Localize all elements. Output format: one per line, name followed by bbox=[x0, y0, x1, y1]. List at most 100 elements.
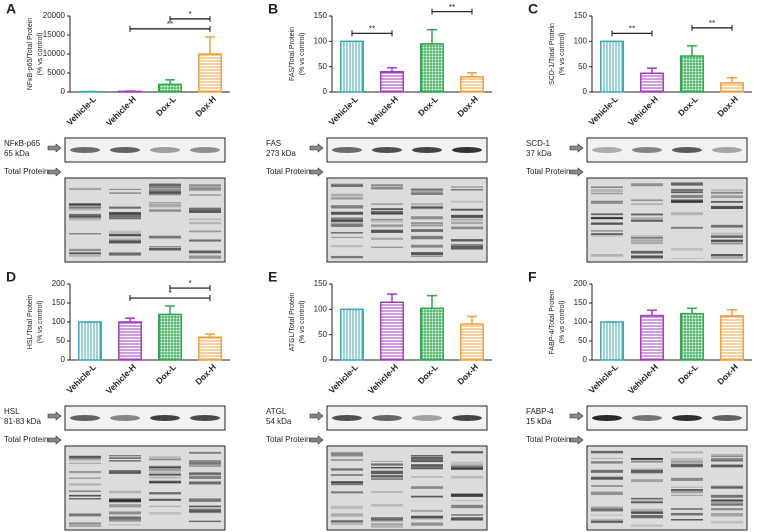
blot-label: SCD-1 bbox=[526, 139, 551, 148]
protein-band bbox=[631, 500, 663, 504]
protein-band bbox=[671, 489, 703, 494]
protein-band bbox=[149, 498, 181, 501]
arrow bbox=[47, 143, 62, 153]
blot-band bbox=[190, 147, 220, 153]
protein-band bbox=[631, 219, 663, 222]
blot-band bbox=[332, 415, 362, 421]
y-tick-label: 5000 bbox=[47, 68, 65, 77]
protein-band bbox=[149, 183, 181, 186]
y-tick-label: 100 bbox=[574, 36, 588, 45]
protein-band bbox=[671, 460, 703, 464]
y-axis-label: FAS/Total Protein bbox=[289, 27, 296, 81]
protein-band bbox=[331, 482, 363, 485]
protein-band bbox=[451, 465, 483, 470]
protein-band bbox=[591, 188, 623, 191]
protein-band bbox=[591, 491, 623, 495]
protein-band bbox=[109, 471, 141, 474]
error-bar bbox=[687, 45, 697, 57]
bar bbox=[460, 76, 484, 93]
protein-band bbox=[711, 232, 743, 236]
protein-band bbox=[671, 226, 703, 229]
x-tick-label: Vehicle-L bbox=[587, 362, 620, 395]
y-tick-label: 150 bbox=[574, 11, 588, 20]
protein-band bbox=[109, 206, 141, 209]
protein-band bbox=[189, 255, 221, 259]
error-bar bbox=[647, 309, 657, 316]
protein-band bbox=[371, 229, 403, 233]
y-axis-sublabel: (% vs control) bbox=[559, 301, 566, 344]
protein-band bbox=[631, 501, 663, 504]
x-tick-label: Vehicle-H bbox=[626, 94, 660, 128]
y-axis-label: FABP-4/Total Protein bbox=[549, 289, 556, 354]
protein-band bbox=[411, 244, 443, 248]
total-protein-blot bbox=[586, 177, 748, 263]
error-bar bbox=[727, 309, 737, 316]
y-tick-label: 100 bbox=[52, 317, 66, 326]
blot-band bbox=[332, 147, 362, 153]
protein-band bbox=[671, 458, 703, 460]
panel-letter: B bbox=[268, 1, 278, 17]
protein-band bbox=[711, 494, 743, 498]
protein-band bbox=[69, 248, 101, 252]
protein-band bbox=[411, 455, 443, 457]
y-tick-label: 0 bbox=[61, 87, 66, 96]
protein-band bbox=[631, 511, 663, 514]
blot-band bbox=[70, 415, 100, 421]
x-tick-label: Dox-L bbox=[154, 362, 178, 386]
protein-band bbox=[671, 464, 703, 468]
protein-band bbox=[671, 464, 703, 467]
blot-label: ATGL bbox=[266, 407, 287, 416]
panel: C SCD-1/Total Protein (% vs control) 0 50 100… bbox=[526, 1, 752, 263]
protein-band bbox=[711, 460, 743, 462]
protein-band bbox=[711, 195, 743, 199]
protein-band bbox=[371, 524, 403, 528]
y-tick-label: 100 bbox=[314, 36, 328, 45]
protein-band bbox=[671, 194, 703, 198]
error-bar bbox=[165, 305, 175, 315]
protein-band bbox=[591, 186, 623, 188]
error-bar bbox=[387, 293, 397, 303]
protein-band bbox=[109, 215, 141, 218]
y-axis-label: ATGL/Total Protein bbox=[289, 293, 296, 352]
protein-band bbox=[711, 224, 743, 228]
protein-band bbox=[631, 514, 663, 519]
panel-letter: D bbox=[6, 269, 16, 285]
protein-band bbox=[109, 211, 141, 215]
error-bar bbox=[387, 66, 397, 72]
significance-label: * bbox=[168, 289, 171, 298]
protein-band bbox=[69, 207, 101, 209]
protein-band bbox=[711, 239, 743, 243]
protein-band bbox=[591, 192, 623, 195]
protein-band bbox=[711, 486, 743, 489]
protein-band bbox=[371, 466, 403, 469]
protein-band bbox=[149, 466, 181, 468]
protein-band bbox=[411, 252, 443, 255]
protein-band bbox=[411, 206, 443, 208]
bar bbox=[600, 321, 624, 361]
protein-band bbox=[631, 479, 663, 483]
protein-band bbox=[371, 213, 403, 215]
protein-band bbox=[331, 505, 363, 510]
y-tick-label: 100 bbox=[574, 317, 588, 326]
significance-label: * bbox=[188, 279, 191, 288]
protein-band bbox=[331, 183, 363, 188]
blot-size: 54 kDa bbox=[266, 417, 292, 426]
error-bar bbox=[687, 307, 697, 314]
protein-band bbox=[451, 493, 483, 497]
protein-band bbox=[371, 220, 403, 223]
arrow bbox=[569, 435, 584, 445]
protein-band bbox=[331, 255, 363, 259]
protein-band bbox=[591, 233, 623, 237]
y-tick-label: 50 bbox=[578, 62, 587, 71]
protein-band bbox=[711, 500, 743, 503]
protein-band bbox=[671, 477, 703, 481]
protein-band bbox=[69, 208, 101, 211]
blot-label: HSL bbox=[4, 407, 20, 416]
protein-band bbox=[149, 191, 181, 195]
protein-band bbox=[189, 510, 221, 513]
protein-band bbox=[69, 483, 101, 486]
protein-band bbox=[411, 486, 443, 489]
protein-band bbox=[189, 510, 221, 514]
protein-band bbox=[149, 185, 181, 188]
